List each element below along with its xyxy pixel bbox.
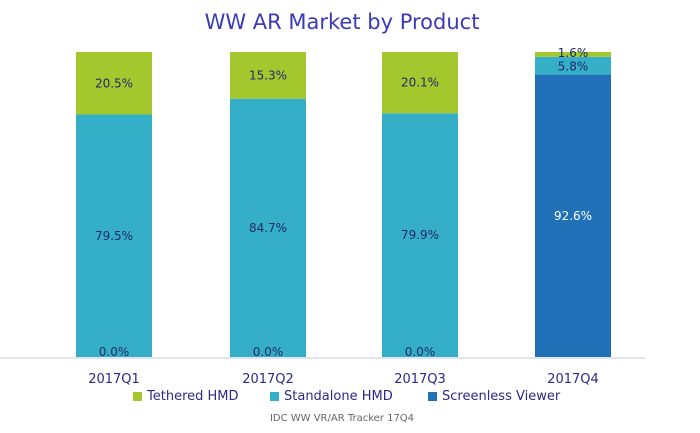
- legend-label: Standalone HMD: [284, 389, 393, 404]
- data-label: 92.6%: [554, 209, 592, 223]
- data-label: 84.7%: [249, 221, 287, 235]
- legend-label: Screenless Viewer: [442, 389, 561, 404]
- legend-swatch: [133, 392, 142, 401]
- legend-item-tethered-hmd: Tethered HMD: [133, 389, 239, 404]
- category-tick-label: 2017Q2: [242, 372, 294, 387]
- bar-segment: [535, 56, 611, 75]
- bar-segment: [230, 98, 306, 357]
- legend-swatch: [270, 392, 279, 401]
- bar-segment: [76, 52, 152, 115]
- bar-segment: [535, 52, 611, 57]
- data-label: 20.1%: [401, 76, 439, 90]
- category-tick-label: 2017Q3: [394, 372, 446, 387]
- bar-segment: [382, 113, 458, 358]
- bar-segment: [230, 52, 306, 99]
- data-label: 20.5%: [95, 76, 133, 90]
- legend-item-screenless-viewer: Screenless Viewer: [428, 389, 560, 404]
- category-tick-label: 2017Q4: [547, 372, 599, 387]
- bar-segment: [535, 74, 611, 357]
- data-label: 0.0%: [253, 345, 284, 359]
- category-tick-label: 2017Q1: [88, 372, 140, 387]
- data-label: 0.0%: [405, 345, 436, 359]
- data-label: 1.6%: [558, 46, 589, 60]
- bar-segment: [382, 52, 458, 114]
- legend-item-standalone-hmd: Standalone HMD: [270, 389, 393, 404]
- data-label: 79.5%: [95, 229, 133, 243]
- data-label: 0.0%: [99, 345, 130, 359]
- bar-segment: [76, 114, 152, 358]
- data-label: 15.3%: [249, 68, 287, 82]
- legend-swatch: [428, 392, 437, 401]
- data-label: 79.9%: [401, 228, 439, 242]
- data-label: 5.8%: [558, 60, 589, 74]
- legend-label: Tethered HMD: [147, 389, 239, 404]
- source-note: IDC WW VR/AR Tracker 17Q4: [269, 413, 415, 424]
- chart-title: WW AR Market by Product: [204, 10, 480, 34]
